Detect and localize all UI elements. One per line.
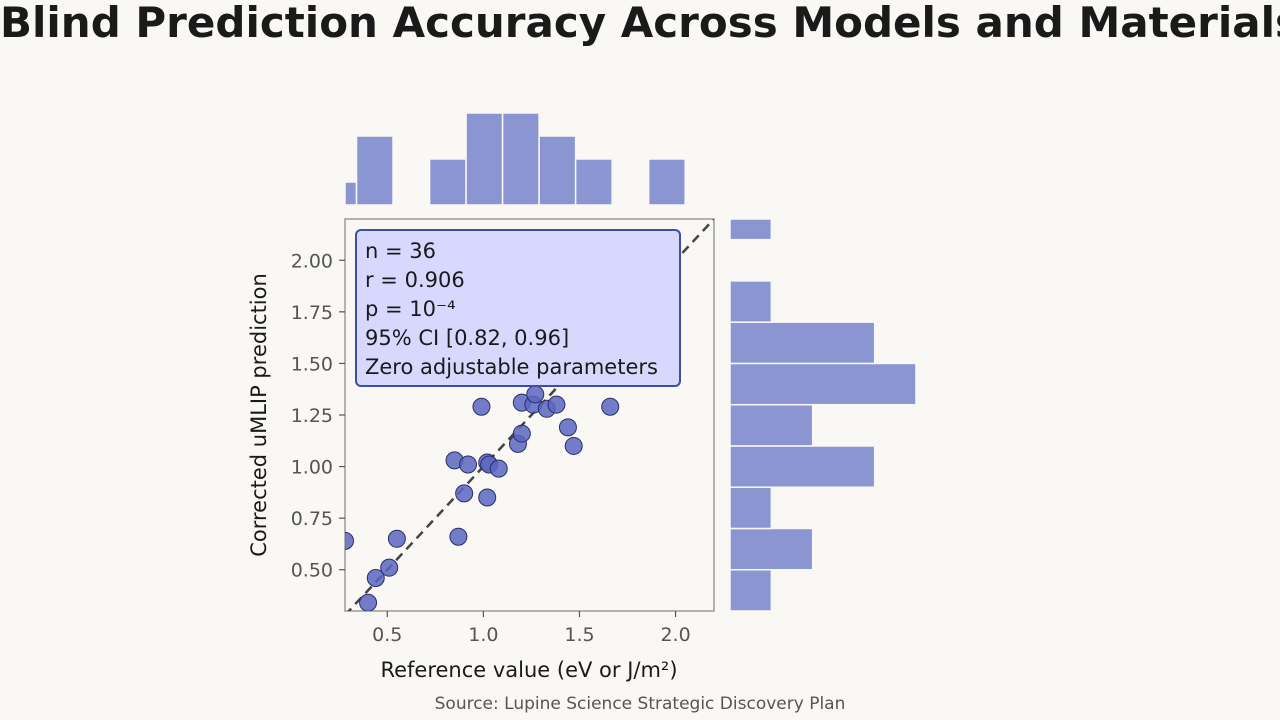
y-marginal-histogram — [729, 218, 917, 612]
y-histogram-bar — [729, 218, 773, 241]
y-axis: 0.50 0.75 1.00 1.25 1.50 1.75 2.00 — [291, 250, 345, 582]
y-histogram-bar — [729, 280, 773, 323]
stat-n: n = 36 — [365, 239, 436, 263]
stat-note: Zero adjustable parameters — [365, 355, 658, 379]
chart-title: Blind Prediction Accuracy Across Models … — [0, 0, 1280, 47]
x-tick-label: 2.0 — [660, 624, 690, 646]
x-tick-label: 1.0 — [468, 624, 498, 646]
scatter-point — [478, 488, 497, 507]
scatter-point — [512, 424, 531, 443]
scatter-point — [526, 385, 545, 404]
x-histogram-bar — [647, 158, 686, 206]
y-tick-label: 1.25 — [291, 405, 333, 427]
y-tick-label: 1.50 — [291, 353, 333, 375]
scatter-point — [472, 397, 491, 416]
x-axis-label: Reference value (eV or J/m²) — [380, 658, 677, 682]
x-histogram-bar — [355, 135, 394, 206]
scatter-point — [459, 455, 477, 474]
y-tick-label: 1.75 — [291, 302, 333, 324]
y-tick-label: 2.00 — [291, 250, 333, 272]
y-tick-label: 0.75 — [291, 508, 333, 530]
y-tick-label: 0.50 — [291, 560, 333, 582]
scatter-point — [601, 397, 620, 416]
y-histogram-bar — [729, 403, 814, 447]
statistics-annotation: n = 36 r = 0.906 p = 10⁻⁴ 95% CI [0.82, … — [355, 229, 681, 387]
x-marginal-histogram — [344, 112, 686, 206]
x-histogram-bar — [465, 112, 504, 206]
scatter-point — [558, 418, 577, 437]
scatter-point — [547, 395, 566, 414]
stat-p: p = 10⁻⁴ — [365, 297, 456, 321]
x-histogram-bar — [574, 158, 613, 206]
y-histogram-bar — [729, 527, 814, 571]
y-histogram-bar — [729, 568, 773, 612]
y-histogram-bar — [729, 486, 773, 530]
y-tick-label: 1.00 — [291, 457, 333, 479]
x-histogram-bar — [344, 181, 358, 206]
x-tick-label: 0.5 — [372, 624, 402, 646]
stat-ci: 95% CI [0.82, 0.96] — [365, 326, 570, 350]
scatter-point — [449, 527, 468, 546]
stat-r: r = 0.906 — [365, 268, 465, 292]
scatter-point — [564, 436, 583, 455]
y-histogram-bar — [729, 362, 917, 406]
x-histogram-bar — [538, 135, 577, 206]
scatter-point — [359, 593, 378, 611]
scatter-point — [455, 484, 474, 503]
y-histogram-bar — [729, 445, 876, 488]
y-histogram-bar — [729, 321, 876, 365]
scatter-point — [380, 558, 399, 577]
scatter-point — [366, 568, 385, 587]
x-histogram-bar — [428, 158, 467, 206]
scatter-point — [387, 529, 406, 548]
scatter-points — [345, 385, 620, 611]
scatter-point — [345, 531, 354, 550]
y-axis-label: Corrected uMLIP prediction — [247, 273, 271, 557]
x-axis: 0.5 1.0 1.5 2.0 — [372, 611, 691, 646]
source-note: Source: Lupine Science Strategic Discove… — [434, 694, 846, 714]
x-tick-label: 1.5 — [564, 624, 594, 646]
x-histogram-bar — [501, 112, 540, 206]
scatter-point — [489, 459, 508, 478]
